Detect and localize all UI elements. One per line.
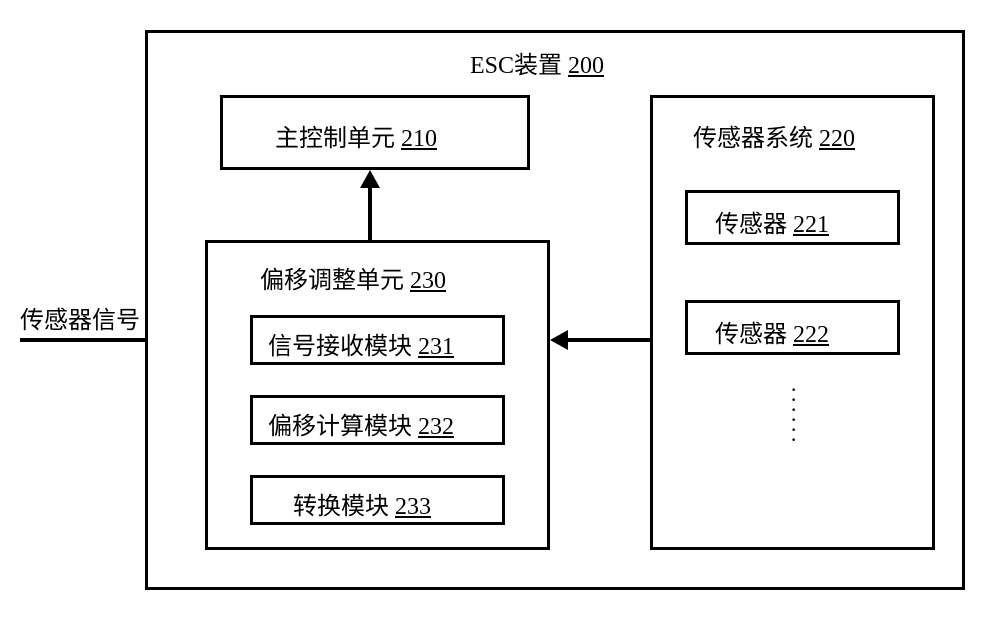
sensor-system-ref: 220 xyxy=(819,126,855,152)
sensor-222-text: 传感器 xyxy=(715,322,787,348)
sensor-221-text: 传感器 xyxy=(715,212,787,238)
module-233-ref: 233 xyxy=(395,494,431,520)
module-233-label: 转换模块 233 xyxy=(293,486,431,521)
ellipsis-dots: ······ xyxy=(790,385,797,445)
arrow-up-head xyxy=(360,170,380,188)
container-title-text: ESC装置 xyxy=(470,53,562,79)
diagram-root: 传感器信号 ESC装置 200 主控制单元 210 偏移调整单元 230 信号接… xyxy=(0,0,1000,624)
module-231-ref: 231 xyxy=(418,334,454,360)
sensor-222-ref: 222 xyxy=(793,322,829,348)
module-231-text: 信号接收模块 xyxy=(268,334,412,360)
main-control-text: 主控制单元 xyxy=(275,126,395,152)
offset-unit-ref: 230 xyxy=(410,268,446,294)
sensor-system-label: 传感器系统 220 xyxy=(693,118,855,153)
offset-unit-text: 偏移调整单元 xyxy=(260,268,404,294)
container-title: ESC装置 200 xyxy=(470,45,604,80)
module-232-ref: 232 xyxy=(418,414,454,440)
module-232-text: 偏移计算模块 xyxy=(268,414,412,440)
sensor-222-label: 传感器 222 xyxy=(715,314,829,349)
module-231-label: 信号接收模块 231 xyxy=(268,326,454,361)
sensor-221-ref: 221 xyxy=(793,212,829,238)
sensor-system-text: 传感器系统 xyxy=(693,126,813,152)
module-233-text: 转换模块 xyxy=(293,494,389,520)
main-control-ref: 210 xyxy=(401,126,437,152)
arrow-up-line xyxy=(368,188,372,240)
arrow-left-head xyxy=(550,330,568,350)
container-title-ref: 200 xyxy=(568,53,604,79)
offset-unit-label: 偏移调整单元 230 xyxy=(260,260,446,295)
main-control-label: 主控制单元 210 xyxy=(275,118,437,153)
module-232-label: 偏移计算模块 232 xyxy=(268,406,454,441)
external-input-label: 传感器信号 xyxy=(20,300,140,335)
sensor-221-label: 传感器 221 xyxy=(715,204,829,239)
arrow-left-line xyxy=(568,338,650,342)
